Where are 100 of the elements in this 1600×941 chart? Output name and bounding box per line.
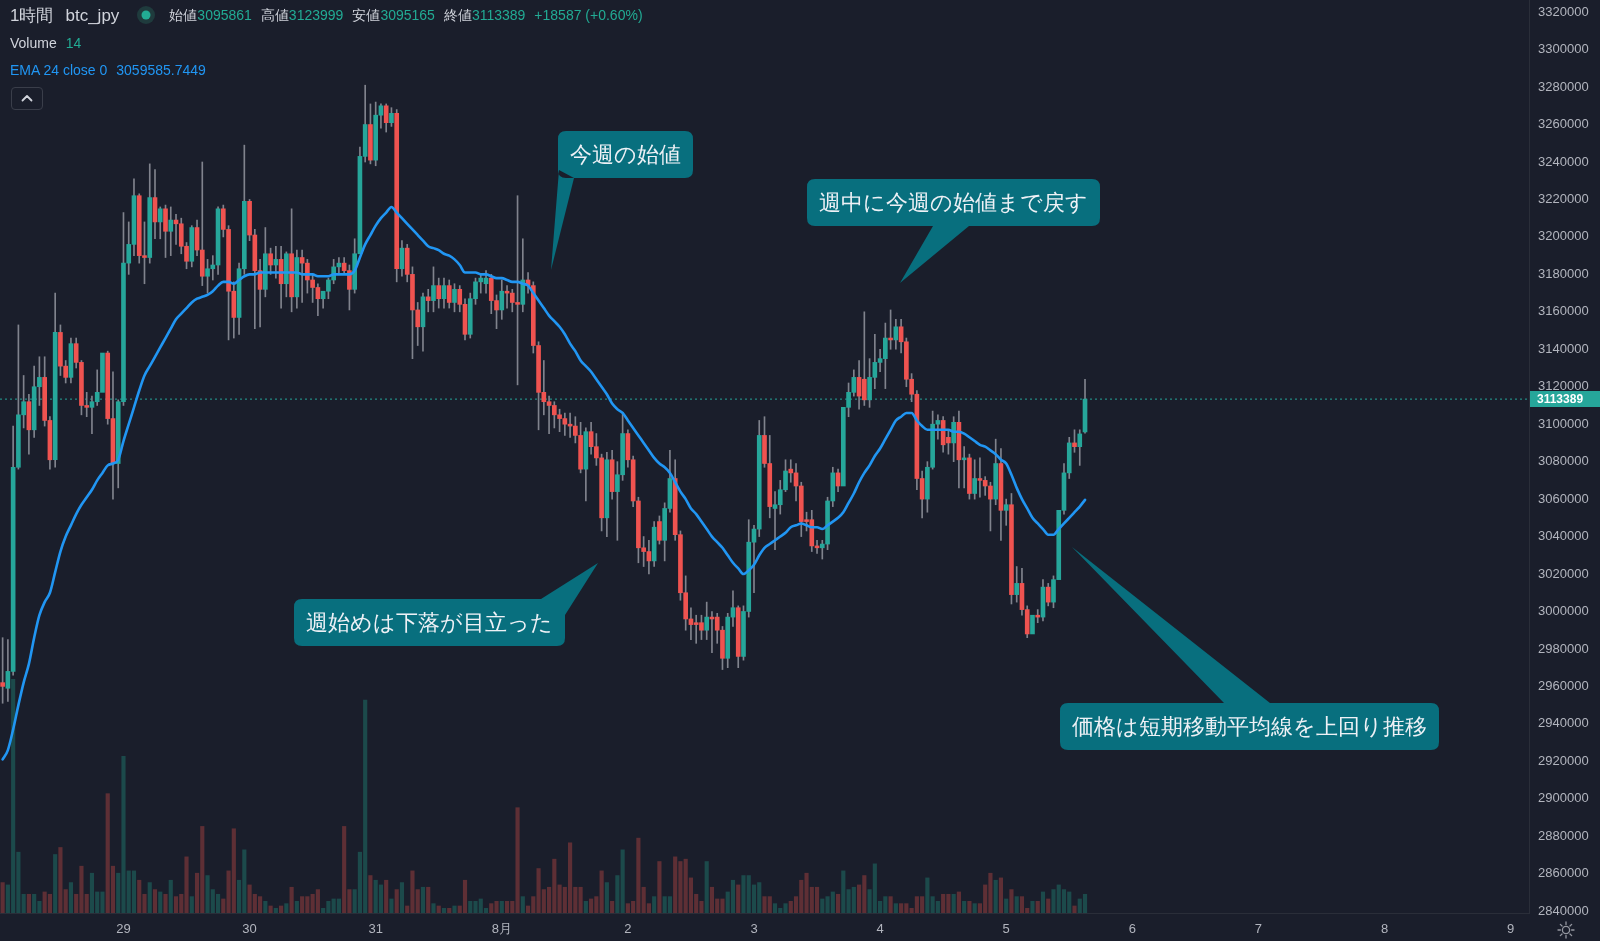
bar [998,877,1004,913]
bar [972,903,977,913]
bar [667,896,672,913]
bar [315,889,320,913]
bar [888,896,893,913]
bar [294,900,299,913]
x-tick-label: 30 [242,921,257,937]
annotation: 今週の始値 [570,141,681,167]
y-tick-label: 3320000 [1538,3,1589,19]
bar [368,875,373,913]
y-tick-label: 3240000 [1538,153,1589,169]
annotation: 価格は短期移動平均線を上回り推移 [1072,713,1427,739]
ref-line-label: 3113389 [1537,391,1584,406]
candlestick [168,206,174,256]
bar [1072,905,1077,913]
bar [967,900,972,913]
x-tick-label: 29 [116,921,131,937]
y-tick-label: 3200000 [1538,228,1589,244]
bar [589,898,594,913]
bar [268,905,273,913]
bar [0,882,5,913]
bar [1030,900,1035,913]
bar [962,900,967,913]
bar [709,886,715,913]
x-tick-label: 8月 [491,921,512,937]
y-tick-label: 3100000 [1538,415,1589,431]
y-tick-label: 3040000 [1538,528,1589,544]
bar [736,884,741,913]
bar [431,903,436,913]
bar [47,893,52,913]
y-tick-label: 3160000 [1538,303,1589,319]
bar [620,849,625,913]
x-tick-label: 7 [1254,921,1263,937]
x-tick-label: 31 [368,921,383,937]
bar [336,898,341,913]
bar [578,886,583,913]
y-tick-label: 3060000 [1538,490,1589,506]
bar [1009,889,1014,913]
text: EMA 24 close 0 [10,62,108,78]
y-tick-label: 2860000 [1538,865,1589,881]
annotation: Volume [10,35,57,51]
bar [599,870,604,913]
candlestick [425,289,431,313]
y-tick-label: 3220000 [1538,191,1589,207]
bar [1046,898,1051,913]
bar [158,891,163,913]
bar [26,893,31,913]
x-tick-label: 9 [1506,921,1515,937]
bar [704,861,709,913]
bar [389,898,394,913]
y-tick-label: 3140000 [1538,340,1589,356]
bar [384,879,389,913]
bar [899,903,904,913]
y-tick-label: 2940000 [1538,715,1589,731]
bar [1014,896,1019,913]
bar [279,905,284,913]
bar [1082,893,1088,913]
x-tick-label: 4 [876,921,884,937]
y-tick-label: 2980000 [1538,640,1589,656]
bar [289,886,294,913]
y-tick-label: 2880000 [1538,827,1589,843]
bar [657,861,662,913]
annotation: 14 [65,35,82,51]
bar [893,903,898,913]
bar [147,882,152,913]
bar [284,903,289,913]
bar [604,882,609,913]
x-tick-label: 5 [1002,921,1010,937]
bar [263,900,268,913]
y-tick-label: 3120000 [1538,378,1589,394]
bar [163,893,168,913]
bar [772,903,778,913]
annotation: 高値3123999 [260,7,344,23]
bar [941,893,946,913]
bar [215,893,221,913]
bar [1061,889,1067,913]
bar [152,889,158,913]
bar [68,882,74,913]
bar [168,879,173,913]
annotation: 3059585.7449 [116,62,206,78]
bar [399,882,405,913]
bar [583,900,588,913]
y-tick-label: 3300000 [1538,41,1589,57]
x-tick-label: 2 [624,921,632,937]
bar [956,891,961,913]
bar [32,893,37,913]
y-tick-label: 2960000 [1538,677,1589,693]
y-tick-label: 3280000 [1538,78,1589,94]
annotation: 週始めは下落が目立った [306,609,553,635]
y-tick-label: 3080000 [1538,453,1589,469]
y-tick-label: 3260000 [1538,116,1589,132]
bar [610,900,615,913]
bar [499,900,504,913]
bar [504,900,510,913]
annotation: btc_jpy [65,5,120,25]
annotation: +18587 (+0.60%) [534,7,643,23]
bar [436,905,441,913]
y-tick-label: 2920000 [1538,752,1589,768]
bar [1019,896,1025,913]
bar [426,886,431,913]
